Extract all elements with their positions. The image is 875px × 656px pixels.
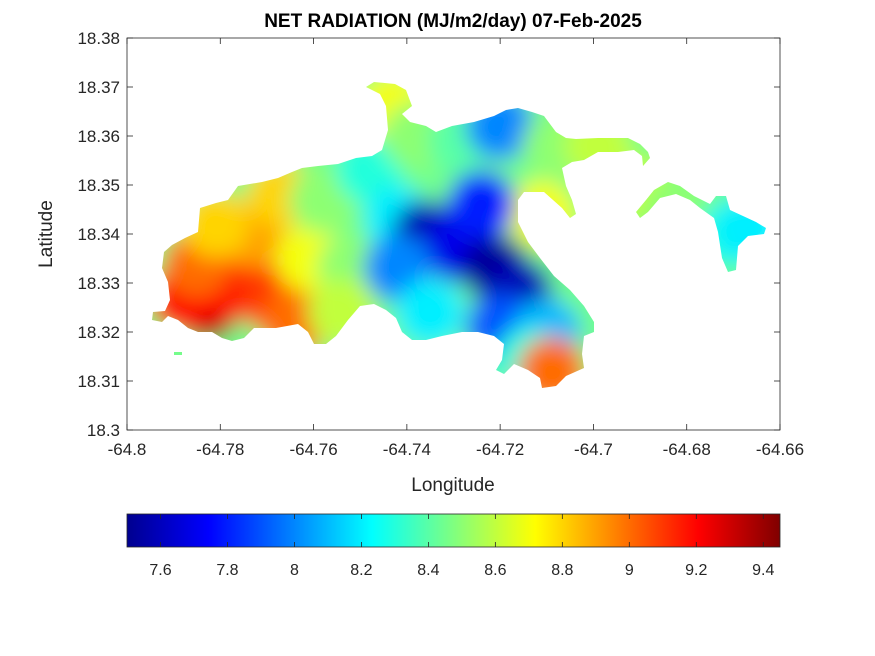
x-axis-label: Longitude: [411, 475, 494, 496]
x-tick-label: -64.7: [574, 440, 613, 459]
heatmap-cell: [447, 170, 516, 239]
x-tick-label: -64.72: [476, 440, 524, 459]
colorbar-tick-label: 8.8: [551, 562, 573, 579]
y-tick-label: 18.38: [77, 29, 120, 48]
x-tick-label: -64.8: [108, 440, 147, 459]
colorbar-tick-label: 8: [290, 562, 299, 579]
x-tick-label: -64.74: [383, 440, 431, 459]
y-tick-label: 18.36: [77, 127, 120, 146]
x-tick-label: -64.76: [289, 440, 337, 459]
colorbar-tick-label: 7.6: [149, 562, 171, 579]
y-tick-label: 18.32: [77, 323, 120, 342]
y-tick-label: 18.31: [77, 372, 120, 391]
colorbar-tick-label: 8.6: [484, 562, 506, 579]
x-axis: -64.8 -64.78 -64.76 -64.74 -64.72 -64.7 -64.68…: [108, 38, 804, 459]
y-tick-label: 18.33: [77, 274, 120, 293]
heatmap-cell: [517, 337, 586, 388]
heatmap-cell: [396, 278, 465, 347]
x-tick-label: -64.78: [196, 440, 244, 459]
y-tick-label: 18.37: [77, 78, 120, 97]
colorbar-tick-label: 8.2: [350, 562, 372, 579]
y-axis-label: Latitude: [36, 200, 57, 268]
y-axis: 18.3 18.31 18.32 18.33 18.34 18.35 18.36 18.37 1…: [77, 29, 780, 440]
y-tick-label: 18.35: [77, 176, 120, 195]
colorbar: [126, 513, 781, 548]
colorbar-ticks: 7.6 7.8 8 8.2 8.4 8.6 8.8 9 9.2 9.4: [149, 514, 774, 579]
colorbar-tick-label: 9: [625, 562, 634, 579]
colorbar-tick-label: 9.2: [685, 562, 707, 579]
x-tick-label: -64.66: [756, 440, 804, 459]
chart-title: NET RADIATION (MJ/m2/day) 07-Feb-2025: [264, 11, 642, 32]
y-tick-label: 18.34: [77, 225, 120, 244]
x-tick-label: -64.68: [663, 440, 711, 459]
y-tick-label: 18.3: [87, 421, 120, 440]
colorbar-tick-label: 9.4: [752, 562, 774, 579]
colorbar-tick-label: 8.4: [417, 562, 439, 579]
colorbar-tick-label: 7.8: [216, 562, 238, 579]
